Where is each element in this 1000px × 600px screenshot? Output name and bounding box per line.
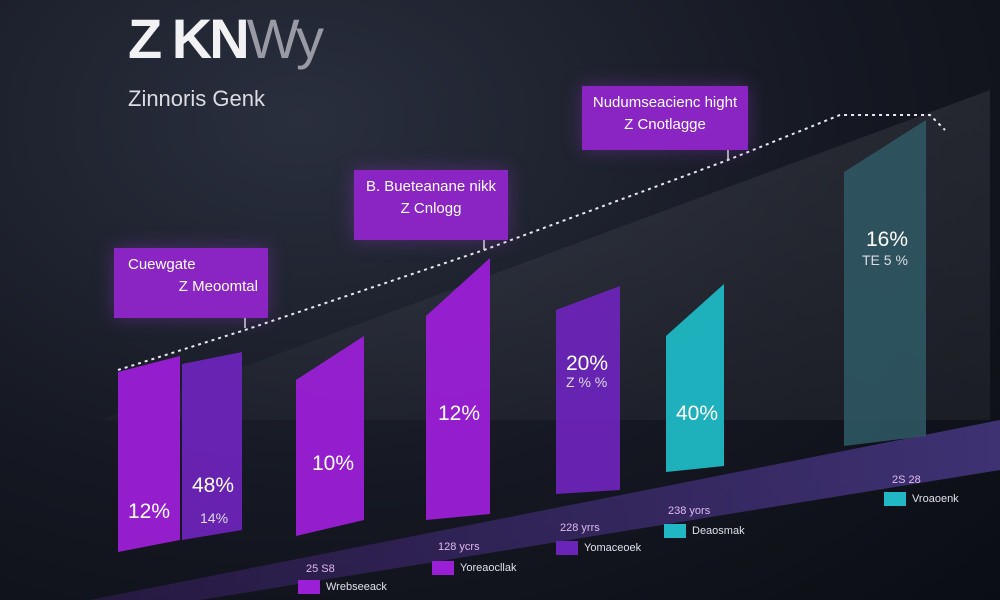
bar-sub-label: Z % % — [566, 374, 608, 390]
bar-value-label: 48% — [192, 474, 235, 497]
x-tick-label: 2S 28 — [892, 474, 921, 486]
x-tick-label: 238 yors — [668, 505, 711, 517]
bar-sub-label: 14% — [200, 510, 229, 526]
bar-value-label: 16% — [866, 228, 909, 251]
bar-6 — [666, 284, 724, 472]
bar-2 — [182, 352, 242, 540]
bar-5 — [556, 286, 620, 494]
bar-4 — [426, 258, 490, 520]
chart-floor — [90, 420, 1000, 600]
legend-item: Wrebseeack — [298, 580, 387, 594]
x-tick-label: 228 yrrs — [560, 522, 600, 534]
legend-swatch — [884, 492, 906, 506]
logo: Z KNWy — [128, 7, 324, 70]
callout-box: Cuewgate Z Meoomtal — [114, 248, 268, 318]
bar-1 — [118, 356, 180, 552]
light-beam — [100, 90, 990, 420]
bar-value-label: 10% — [312, 452, 355, 475]
bar-value-label: 20% — [566, 352, 609, 375]
legend-item: Vroaoenk — [884, 492, 959, 506]
bar-3 — [296, 336, 364, 536]
callout-box: B. Bueteanane nikk Z Cnlogg — [354, 170, 508, 240]
legend-item: Yoreaocllak — [432, 561, 516, 575]
legend-item: Deaosmak — [664, 524, 745, 538]
chart-subtitle: Zinnoris Genk — [128, 86, 265, 111]
legend-swatch — [556, 541, 578, 555]
bar-sub-label: TE 5 % — [862, 252, 908, 268]
legend-swatch — [298, 580, 320, 594]
x-tick-label: 25 S8 — [306, 563, 335, 575]
legend-swatch — [432, 561, 454, 575]
x-tick-label: 128 ycrs — [438, 541, 480, 553]
bar-7 — [844, 120, 926, 446]
callout-box: Nudumseacienc hight Z Cnotlagge — [582, 86, 748, 150]
legend-item: Yomaceoek — [556, 541, 641, 555]
bar-value-label: 12% — [128, 500, 171, 523]
bar-value-label: 40% — [676, 402, 719, 425]
bar-value-label: 12% — [438, 402, 481, 425]
legend-swatch — [664, 524, 686, 538]
